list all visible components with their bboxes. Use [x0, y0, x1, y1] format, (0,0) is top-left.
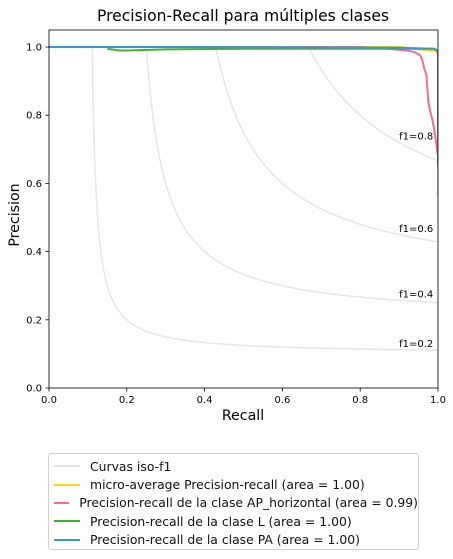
legend-swatch — [54, 483, 80, 486]
x-tick-label: 0.6 — [274, 395, 290, 406]
series-line — [107, 47, 438, 52]
y-tick-label: 0.2 — [26, 315, 42, 326]
legend-item: micro-average Precision-recall (area = 1… — [49, 475, 418, 493]
iso-f1-label: f1=0.4 — [399, 290, 433, 301]
series-line — [49, 46, 438, 198]
legend-item: Precision-recall de la clase PA (area = … — [49, 531, 418, 549]
iso-f1-curve — [145, 46, 438, 304]
plot-area: f1=0.2 f1=0.4 f1=0.6 f1=0.8 — [49, 46, 438, 351]
y-tick-label: 0.0 — [26, 384, 42, 395]
legend-swatch — [54, 501, 70, 504]
iso-f1-curve — [307, 46, 438, 162]
axes: 0.00.0 0.2 0.2 0.4 0.4 0.6 0.6 0.8 0.8 1.0 1.0 — [26, 43, 446, 406]
legend-swatch — [54, 520, 80, 523]
x-tick-label: 0.0 — [41, 395, 57, 406]
chart-title: Precision-Recall para múltiples clases — [97, 7, 389, 25]
legend-label: Precision-recall de la clase AP_horizont… — [79, 495, 418, 511]
iso-f1-label: f1=0.2 — [399, 339, 433, 350]
x-tick-label: 1.0 — [430, 395, 446, 406]
legend-item: Precision-recall de la clase L (area = 1… — [49, 512, 418, 530]
x-axis-label: Recall — [222, 408, 264, 424]
legend-swatch — [54, 465, 80, 468]
y-tick-label: 1.0 — [26, 43, 42, 54]
x-tick-label: 0.8 — [352, 395, 368, 406]
x-tick-label: 0.4 — [197, 395, 213, 406]
iso-f1-curve — [91, 47, 438, 351]
series-line — [49, 46, 438, 163]
plot-frame — [48, 29, 439, 389]
legend-swatch — [54, 538, 80, 541]
y-tick-label: 0.6 — [26, 179, 42, 190]
y-tick-label: 0.4 — [26, 247, 42, 258]
legend-item: Curvas iso-f1 — [49, 457, 418, 475]
iso-f1-label: f1=0.6 — [399, 224, 433, 235]
iso-f1-label: f1=0.8 — [399, 132, 433, 143]
y-tick-label: 0.8 — [26, 111, 42, 122]
series-line — [49, 46, 438, 167]
x-tick-label: 0.2 — [119, 395, 135, 406]
legend-label: Precision-recall de la clase PA (area = … — [90, 532, 360, 548]
chart-legend: Curvas iso-f1 micro-average Precision-rec… — [48, 453, 419, 550]
legend-item: Precision-recall de la clase AP_horizont… — [49, 494, 418, 512]
iso-f1-curve — [214, 46, 438, 243]
y-axis-label: Precision — [7, 183, 23, 246]
legend-label: micro-average Precision-recall (area = 1… — [90, 477, 365, 493]
legend-label: Precision-recall de la clase L (area = 1… — [90, 513, 352, 529]
legend-label: Curvas iso-f1 — [90, 458, 172, 474]
